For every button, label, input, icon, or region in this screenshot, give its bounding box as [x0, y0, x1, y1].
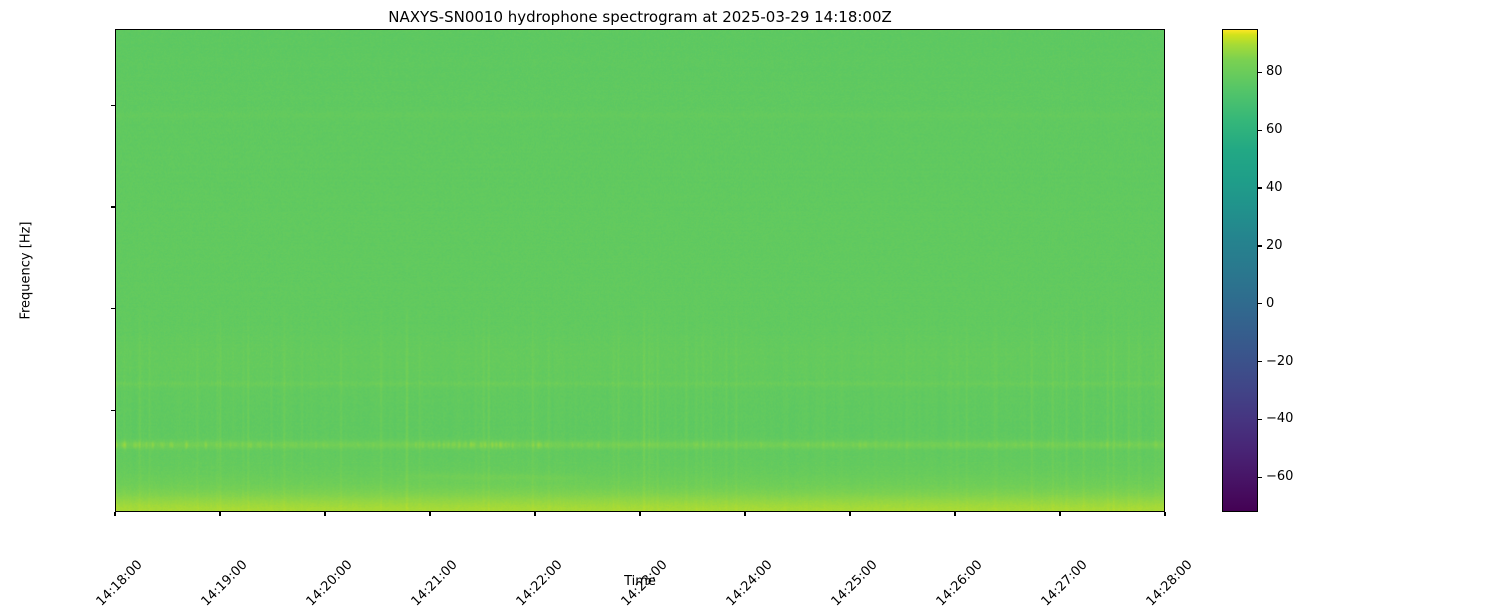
x-tick-mark — [1059, 512, 1061, 516]
colorbar-tick-mark — [1258, 418, 1262, 421]
x-tick-mark — [849, 512, 851, 516]
colorbar-tick-mark — [1258, 187, 1262, 189]
colorbar-tick-label: 20 — [1266, 237, 1283, 253]
spectrogram-image — [116, 30, 1164, 511]
y-tick-mark — [111, 206, 115, 208]
x-tick-mark — [1164, 512, 1166, 516]
colorbar-tick-mark — [1258, 476, 1262, 478]
colorbar-tick-label: −20 — [1266, 353, 1294, 369]
colorbar-tick-label: 40 — [1266, 180, 1283, 196]
colorbar-tick-mark — [1258, 245, 1262, 247]
x-tick-mark — [954, 512, 956, 516]
x-tick-mark — [114, 512, 116, 516]
x-tick-mark — [219, 512, 221, 516]
spectrogram-figure: NAXYS-SN0010 hydrophone spectrogram at 2… — [18, 8, 1294, 610]
colorbar-gradient — [1222, 29, 1258, 512]
colorbar-tick-label: −40 — [1266, 411, 1294, 427]
y-axis-label: Frequency [Hz] — [18, 221, 34, 320]
x-tick-mark — [534, 512, 536, 516]
x-tick-mark — [639, 512, 641, 516]
colorbar-tick-label: 60 — [1266, 122, 1283, 138]
x-tick-mark — [429, 512, 431, 516]
colorbar-tick-label: 80 — [1266, 64, 1283, 80]
colorbar-tick-label: 0 — [1266, 295, 1275, 311]
colorbar-tick-label: −60 — [1266, 469, 1294, 485]
y-tick-mark — [111, 308, 115, 310]
spectrogram-plot-area — [115, 29, 1165, 512]
x-tick-mark — [324, 512, 326, 516]
y-tick-mark — [111, 409, 115, 411]
y-tick-mark — [111, 104, 115, 106]
page-title: NAXYS-SN0010 hydrophone spectrogram at 2… — [388, 8, 892, 26]
x-axis-label: Time — [624, 574, 656, 589]
colorbar-tick-mark — [1258, 71, 1262, 73]
colorbar-tick-mark — [1258, 361, 1262, 363]
colorbar-tick-mark — [1258, 303, 1262, 305]
colorbar-tick-mark — [1258, 129, 1262, 131]
x-tick-mark — [744, 512, 746, 516]
